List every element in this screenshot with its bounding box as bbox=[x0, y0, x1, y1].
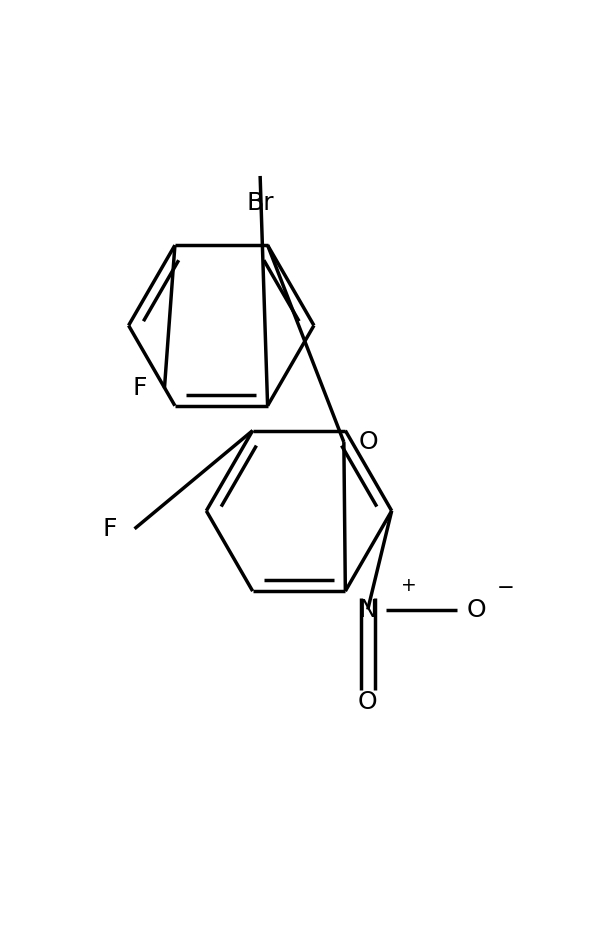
Text: −: − bbox=[496, 578, 514, 597]
Text: +: + bbox=[401, 576, 416, 594]
Text: F: F bbox=[132, 376, 147, 400]
Text: Br: Br bbox=[246, 191, 274, 215]
Text: O: O bbox=[359, 430, 379, 454]
Text: O: O bbox=[466, 597, 486, 621]
Text: F: F bbox=[102, 517, 117, 541]
Text: N: N bbox=[358, 597, 377, 621]
Text: O: O bbox=[358, 690, 377, 714]
